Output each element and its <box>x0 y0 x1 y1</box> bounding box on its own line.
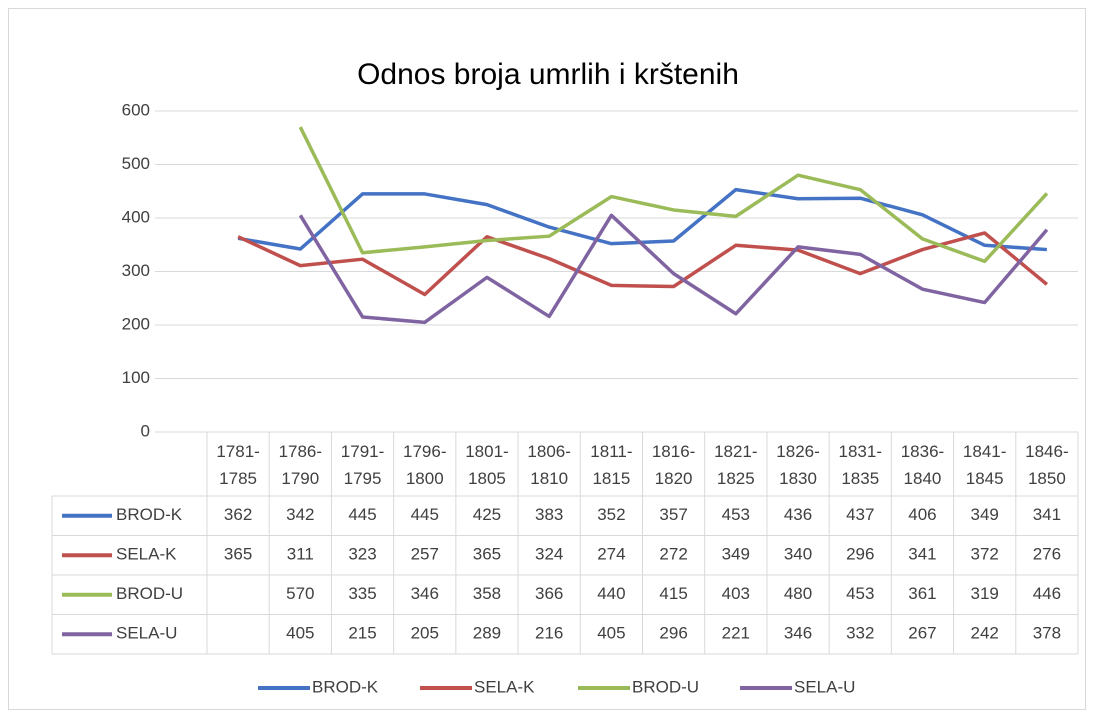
table-cell: 221 <box>722 624 750 643</box>
table-cell: 215 <box>348 624 376 643</box>
table-cell: 383 <box>535 505 563 524</box>
table-cell: 372 <box>970 545 998 564</box>
table-cell: 415 <box>659 584 687 603</box>
x-tick-label: 1786-1790 <box>278 442 323 488</box>
x-tick-label: 1821-1825 <box>714 442 758 488</box>
series-line <box>237 231 1049 297</box>
table-cell: 335 <box>348 584 376 603</box>
table-cell: 341 <box>908 545 936 564</box>
legend-label: SELA-K <box>474 677 535 696</box>
table-cell: 319 <box>970 584 998 603</box>
table-cell: 440 <box>597 584 625 603</box>
table-cell: 296 <box>846 545 874 564</box>
table-cell: 365 <box>473 545 501 564</box>
chart-border <box>8 8 1086 710</box>
table-cell: 257 <box>411 545 439 564</box>
table-cell: 272 <box>659 545 687 564</box>
y-tick-label: 300 <box>122 261 150 280</box>
table-cell: 346 <box>784 624 812 643</box>
table-cell: 324 <box>535 545 563 564</box>
table-cell: 341 <box>1033 505 1061 524</box>
table-cell: 446 <box>1033 584 1061 603</box>
table-cell: 274 <box>597 545 625 564</box>
legend-label: BROD-K <box>312 677 379 696</box>
table-cell: 349 <box>970 505 998 524</box>
table-cell: 340 <box>784 545 812 564</box>
table-cell: 205 <box>411 624 439 643</box>
y-tick-label: 500 <box>122 154 150 173</box>
table-cell: 453 <box>722 505 750 524</box>
table-cell: 276 <box>1033 545 1061 564</box>
table-cell: 357 <box>659 505 687 524</box>
table-cell: 342 <box>286 505 314 524</box>
table-cell: 361 <box>908 584 936 603</box>
table-cell: 289 <box>473 624 501 643</box>
x-tick-label: 1831-1835 <box>838 442 882 488</box>
table-cell: 405 <box>597 624 625 643</box>
x-tick-label: 1841-1845 <box>962 442 1007 488</box>
table-cell: 349 <box>722 545 750 564</box>
x-tick-label: 1791-1795 <box>340 442 385 488</box>
y-tick-label: 400 <box>122 207 150 226</box>
table-cell: 323 <box>348 545 376 564</box>
table-cell: 216 <box>535 624 563 643</box>
legend-label: SELA-U <box>794 677 855 696</box>
x-tick-label: 1816-1820 <box>651 442 696 488</box>
y-tick-label: 600 <box>122 100 150 119</box>
table-cell: 437 <box>846 505 874 524</box>
table-cell: 362 <box>224 505 252 524</box>
x-tick-label: 1796-1800 <box>403 442 447 488</box>
chart-title: Odnos broja umrlih i krštenih <box>357 58 739 91</box>
table-row-label: BROD-K <box>116 505 183 524</box>
table-cell: 378 <box>1033 624 1061 643</box>
series-line <box>298 126 1049 264</box>
table-cell: 453 <box>846 584 874 603</box>
table-cell: 445 <box>348 505 376 524</box>
table-cell: 405 <box>286 624 314 643</box>
y-tick-label: 200 <box>122 314 150 333</box>
legend-label: BROD-U <box>632 677 699 696</box>
table-cell: 296 <box>659 624 687 643</box>
x-tick-label: 1836-1840 <box>900 442 945 488</box>
table-cell: 403 <box>722 584 750 603</box>
table-row-label: BROD-U <box>116 584 183 603</box>
table-cell: 425 <box>473 505 501 524</box>
x-tick-label: 1806-1810 <box>527 442 571 488</box>
series-line <box>298 213 1049 325</box>
table-cell: 332 <box>846 624 874 643</box>
table-cell: 346 <box>411 584 439 603</box>
table-cell: 352 <box>597 505 625 524</box>
x-tick-label: 1826-1830 <box>776 442 820 488</box>
table-cell: 242 <box>970 624 998 643</box>
table-cell: 311 <box>287 545 314 564</box>
table-row-label: SELA-U <box>116 624 177 643</box>
y-tick-label: 100 <box>122 368 150 387</box>
table-cell: 358 <box>473 584 501 603</box>
x-tick-label: 1781-1785 <box>216 442 260 488</box>
x-tick-label: 1811-1815 <box>590 442 633 488</box>
y-tick-label: 0 <box>141 421 150 440</box>
table-cell: 406 <box>908 505 936 524</box>
table-cell: 365 <box>224 545 252 564</box>
table-cell: 267 <box>908 624 936 643</box>
table-cell: 436 <box>784 505 812 524</box>
x-tick-label: 1801-1805 <box>465 442 509 488</box>
table-cell: 570 <box>286 584 314 603</box>
table-cell: 480 <box>784 584 812 603</box>
table-row-label: SELA-K <box>116 545 177 564</box>
table-cell: 445 <box>411 505 439 524</box>
table-cell: 366 <box>535 584 563 603</box>
x-tick-label: 1846-1850 <box>1025 442 1069 488</box>
